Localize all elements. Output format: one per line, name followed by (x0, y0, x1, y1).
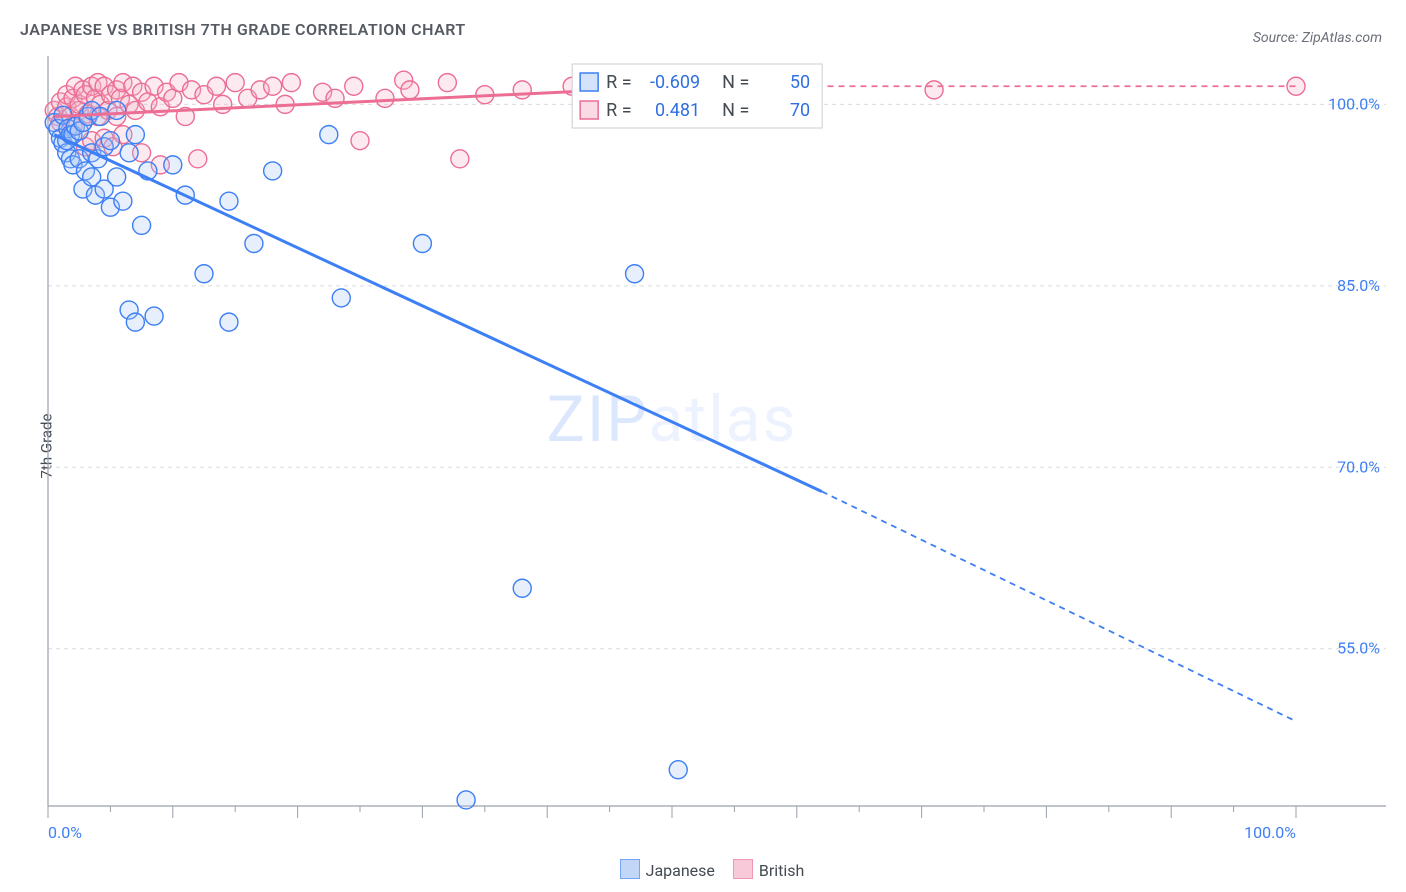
japanese-point (195, 265, 213, 283)
japanese-point (108, 168, 126, 186)
japanese-point (126, 313, 144, 331)
svg-text:ZIPatlas: ZIPatlas (547, 382, 798, 457)
legend-r-label: R = (606, 100, 631, 121)
british-point (282, 74, 300, 92)
legend-n-label: N = (722, 72, 749, 93)
japanese-point (91, 107, 109, 125)
british-point (351, 132, 369, 150)
y-tick-label: 85.0% (1337, 276, 1380, 295)
japanese-point (114, 192, 132, 210)
british-point (264, 77, 282, 95)
x-tick-label: 100.0% (1244, 823, 1296, 842)
japanese-point (108, 101, 126, 119)
japanese-point (332, 289, 350, 307)
british-point (401, 81, 419, 99)
legend-n-value: 50 (790, 72, 810, 93)
legend-swatch (733, 859, 753, 879)
japanese-point (133, 216, 151, 234)
japanese-point (145, 307, 163, 325)
series-legend: Japanese British (0, 859, 1406, 880)
japanese-point (126, 126, 144, 144)
japanese-point (245, 235, 263, 253)
plot-area: 0.0% 100.0% 55.0% 70.0% 85.0% 100.0% ZIPatlas R… (42, 48, 1386, 844)
japanese-point (457, 791, 475, 809)
legend-label: Japanese (646, 861, 715, 880)
british-point (513, 81, 531, 99)
japanese-point (513, 579, 531, 597)
british-point (925, 81, 943, 99)
british-point (189, 150, 207, 168)
british-point (438, 74, 456, 92)
source-attribution: Source: ZipAtlas.com (1253, 30, 1382, 46)
legend-n-label: N = (722, 100, 749, 121)
japanese-point (626, 265, 644, 283)
japanese-trend-solid (54, 135, 822, 492)
japanese-trend-dashed (822, 491, 1296, 721)
y-tick-label: 70.0% (1337, 457, 1380, 476)
legend-swatch (580, 101, 598, 119)
legend-swatch (580, 73, 598, 91)
legend-label: British (759, 861, 804, 880)
scatter-plot-svg: 0.0% 100.0% 55.0% 70.0% 85.0% 100.0% ZIPatlas R… (42, 48, 1386, 844)
japanese-point (164, 156, 182, 174)
x-tick-label: 0.0% (48, 823, 82, 842)
japanese-point (220, 192, 238, 210)
japanese-point (413, 235, 431, 253)
british-point (207, 77, 225, 95)
chart-title: JAPANESE VS BRITISH 7TH GRADE CORRELATIO… (20, 20, 466, 39)
japanese-point (320, 126, 338, 144)
british-point (376, 89, 394, 107)
legend-r-label: R = (606, 72, 631, 93)
y-tick-label: 55.0% (1337, 639, 1380, 658)
legend-swatch (620, 859, 640, 879)
japanese-point (101, 132, 119, 150)
japanese-point (264, 162, 282, 180)
y-tick-label: 100.0% (1328, 94, 1380, 113)
legend-n-value: 70 (790, 100, 810, 121)
legend-r-value: -0.609 (650, 72, 700, 93)
japanese-point (220, 313, 238, 331)
british-point (345, 77, 363, 95)
british-point (214, 95, 232, 113)
legend-r-value: 0.481 (655, 100, 700, 121)
british-point (451, 150, 469, 168)
japanese-point (120, 144, 138, 162)
watermark: ZIPatlas (547, 382, 798, 457)
british-point (226, 74, 244, 92)
japanese-point (669, 761, 687, 779)
